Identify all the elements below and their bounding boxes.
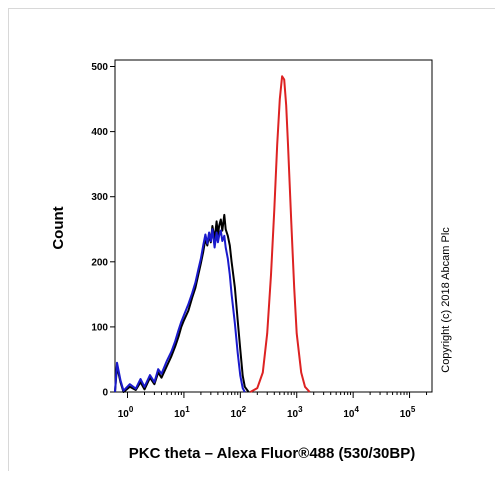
series-3-line <box>249 75 311 393</box>
copyright-annotation: Copyright (c) 2018 Abcam Plc <box>440 227 452 373</box>
figure-frame <box>8 8 495 471</box>
x-axis-title: PKC theta – Alexa Fluor®488 (530/30BP) <box>129 445 415 462</box>
x-tick-label: 100 <box>118 405 134 420</box>
x-tick-label: 102 <box>231 405 247 420</box>
y-tick-label: 300 <box>91 192 108 203</box>
y-tick-label: 0 <box>102 388 108 399</box>
y-axis-title: Count <box>50 206 67 249</box>
y-tick-label: 400 <box>91 127 108 138</box>
x-tick-label: 104 <box>343 405 359 420</box>
y-tick-label: 100 <box>91 322 108 333</box>
series-2-line <box>114 228 246 393</box>
plot-area-frame <box>114 59 433 393</box>
x-tick-label: 105 <box>400 405 416 420</box>
series-1-line <box>114 213 250 393</box>
x-tick-label: 103 <box>287 405 303 420</box>
y-tick-label: 200 <box>91 257 108 268</box>
y-tick-label: 500 <box>91 62 108 73</box>
x-tick-label: 101 <box>174 405 190 420</box>
